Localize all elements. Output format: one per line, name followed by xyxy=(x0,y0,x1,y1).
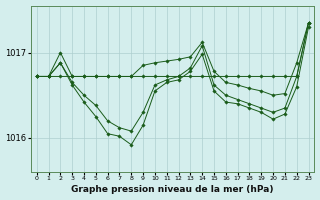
X-axis label: Graphe pression niveau de la mer (hPa): Graphe pression niveau de la mer (hPa) xyxy=(71,185,274,194)
